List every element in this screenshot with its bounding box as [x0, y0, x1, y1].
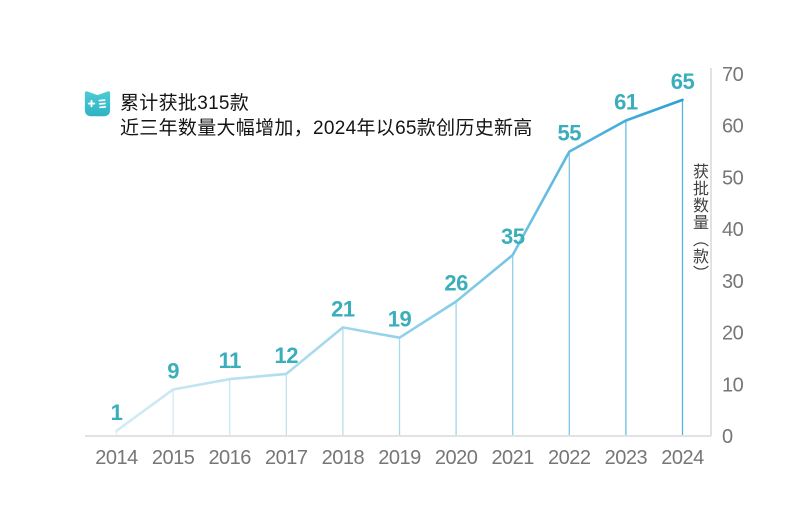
- booklet-icon-body: [84, 91, 111, 117]
- data-point-label: 35: [501, 224, 525, 249]
- y-tick-label: 20: [722, 323, 744, 345]
- data-point-label: 65: [671, 69, 695, 94]
- data-point-label: 19: [388, 307, 412, 332]
- y-tick-label: 10: [722, 374, 744, 396]
- x-tick-label: 2018: [322, 447, 365, 469]
- chart-header: 累计获批315款 近三年数量大幅增加，2024年以65款创历史新高: [0, 0, 796, 150]
- chart-title-line2: 近三年数量大幅增加，2024年以65款创历史新高: [120, 118, 533, 139]
- booklet-icon-lines: [98, 99, 107, 109]
- x-tick-label: 2019: [378, 447, 421, 469]
- y-axis-title: 获批数量（款）: [690, 163, 707, 282]
- data-point-label: 12: [275, 343, 299, 368]
- data-point-label: 61: [614, 90, 638, 115]
- booklet-icon: [84, 91, 111, 117]
- x-tick-label: 2023: [605, 447, 648, 469]
- data-point-label: 26: [444, 271, 468, 296]
- x-tick-label: 2016: [208, 447, 251, 469]
- x-tick-label: 2021: [491, 447, 534, 469]
- y-tick-label: 40: [722, 219, 744, 241]
- data-point-label: 9: [167, 358, 179, 383]
- x-tick-label: 2022: [548, 447, 591, 469]
- x-tick-label: 2020: [435, 447, 478, 469]
- trend-line: [115, 98, 684, 433]
- data-point-label: 1: [111, 400, 123, 425]
- y-tick-label: 70: [722, 64, 744, 86]
- data-point-label: 21: [331, 296, 355, 321]
- x-tick-label: 2024: [661, 447, 704, 469]
- x-tick-label: 2014: [95, 447, 138, 469]
- x-tick-label: 2015: [152, 447, 195, 469]
- y-tick-label: 50: [722, 167, 744, 189]
- data-point-label: 11: [219, 348, 242, 373]
- y-tick-label: 30: [722, 271, 744, 293]
- data-point-label: 55: [558, 121, 582, 146]
- y-tick-label: 0: [722, 426, 733, 448]
- booklet-icon-plus: [87, 99, 96, 108]
- x-tick-label: 2017: [265, 447, 308, 469]
- chart-title-line1: 累计获批315款: [120, 93, 250, 114]
- y-tick-label: 60: [722, 116, 744, 138]
- chart-title: 累计获批315款 近三年数量大幅增加，2024年以65款创历史新高: [120, 91, 533, 141]
